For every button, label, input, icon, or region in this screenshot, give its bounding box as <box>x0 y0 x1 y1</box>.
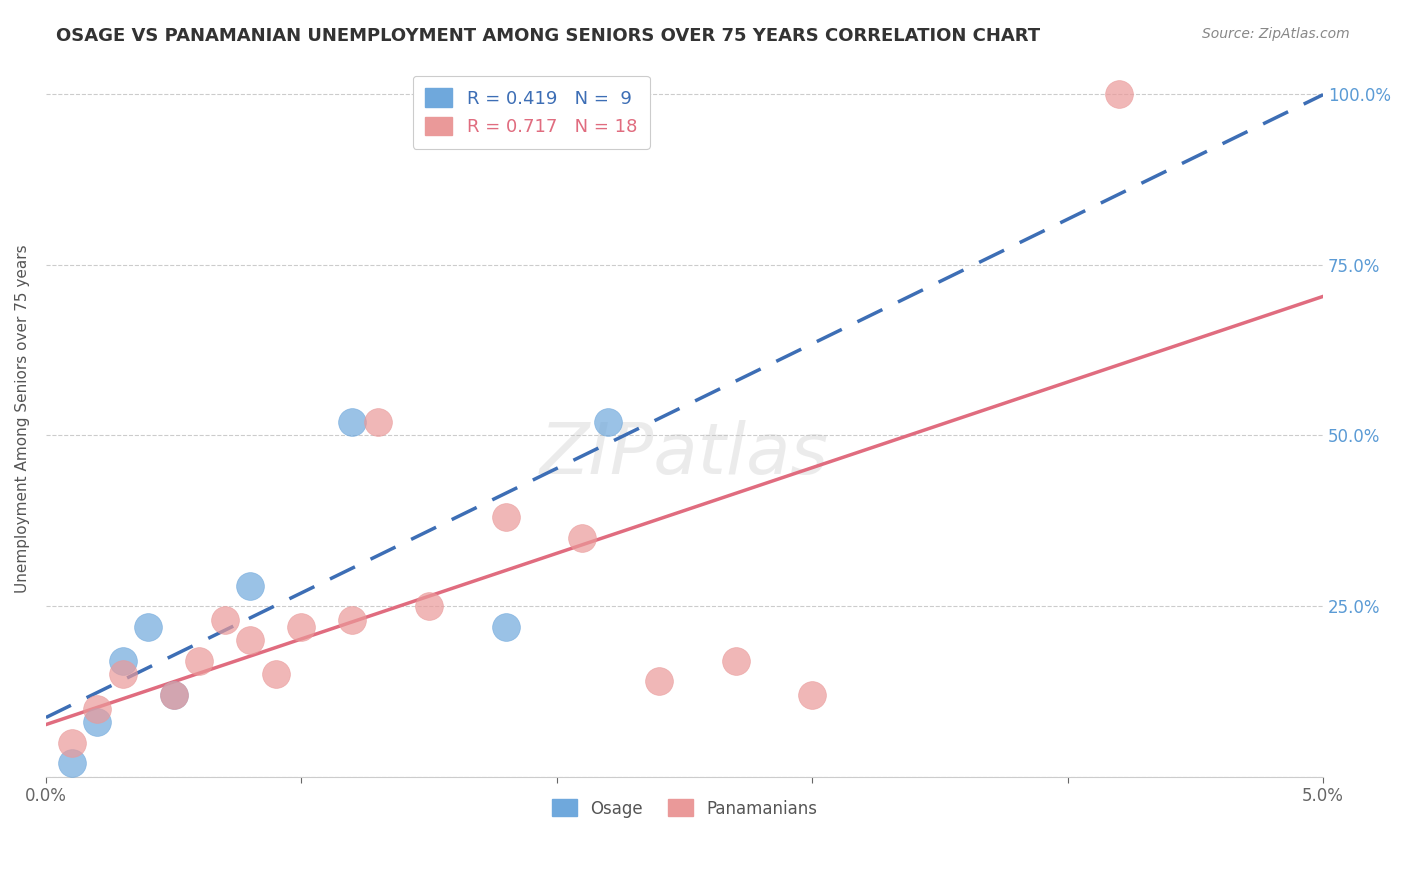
Point <box>60 756 83 771</box>
Point <box>495 619 517 633</box>
Point <box>111 667 134 681</box>
Legend: Osage, Panamanians: Osage, Panamanians <box>544 791 825 826</box>
Point <box>163 688 186 702</box>
Point <box>342 613 364 627</box>
Text: ZIPatlas: ZIPatlas <box>540 419 830 489</box>
Point <box>801 688 824 702</box>
Point <box>367 415 389 429</box>
Point <box>111 654 134 668</box>
Point <box>724 654 747 668</box>
Point <box>648 674 671 689</box>
Point <box>1108 87 1130 101</box>
Point <box>596 415 619 429</box>
Text: OSAGE VS PANAMANIAN UNEMPLOYMENT AMONG SENIORS OVER 75 YEARS CORRELATION CHART: OSAGE VS PANAMANIAN UNEMPLOYMENT AMONG S… <box>56 27 1040 45</box>
Point <box>214 613 236 627</box>
Point <box>60 736 83 750</box>
Point <box>136 619 159 633</box>
Point <box>188 654 211 668</box>
Point <box>342 415 364 429</box>
Text: Source: ZipAtlas.com: Source: ZipAtlas.com <box>1202 27 1350 41</box>
Point <box>495 510 517 524</box>
Point <box>86 701 108 715</box>
Point <box>418 599 440 613</box>
Point <box>290 619 312 633</box>
Point <box>571 531 593 545</box>
Point <box>239 633 262 648</box>
Point <box>239 578 262 592</box>
Point <box>163 688 186 702</box>
Point <box>264 667 287 681</box>
Point <box>86 715 108 730</box>
Y-axis label: Unemployment Among Seniors over 75 years: Unemployment Among Seniors over 75 years <box>15 244 30 592</box>
